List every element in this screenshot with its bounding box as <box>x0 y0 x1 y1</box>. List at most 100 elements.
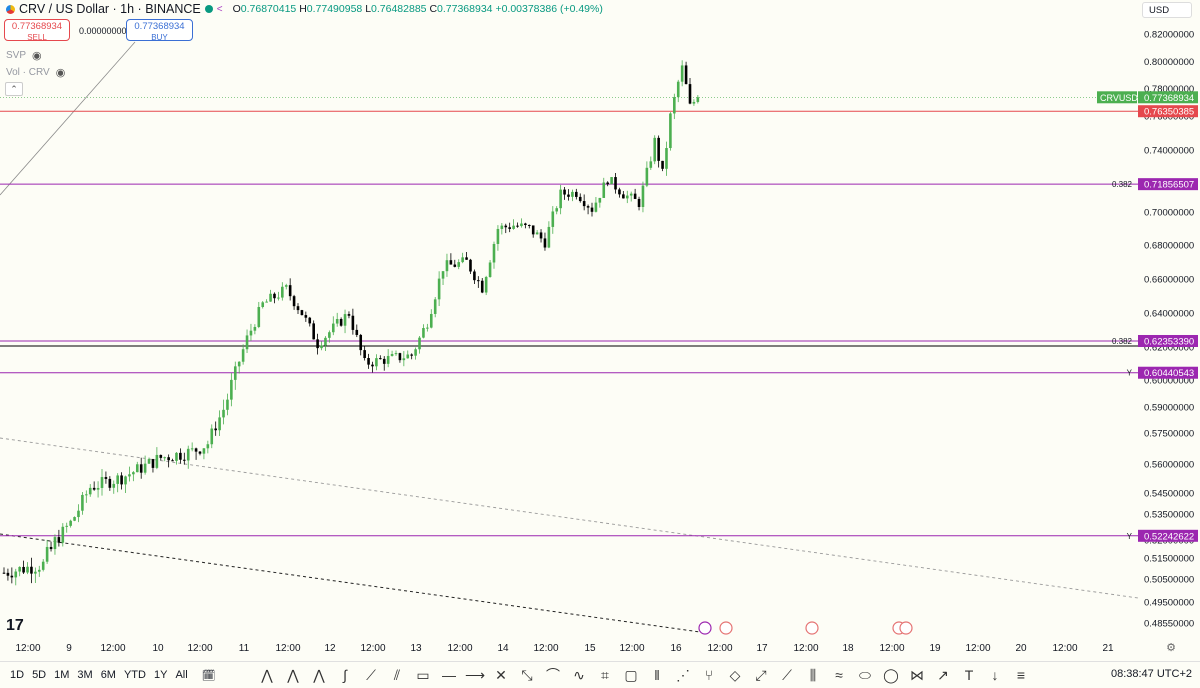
x-tick-label: 16 <box>670 643 682 654</box>
candle-body <box>602 182 606 198</box>
parallel-channel-icon[interactable]: ⫽ <box>393 666 401 683</box>
y-tick-label: 0.66000000 <box>1144 275 1194 286</box>
timeframe-1m[interactable]: 1M <box>54 669 70 681</box>
date-range-icon[interactable]: 🗓 <box>201 669 216 682</box>
y-tick-label: 0.51500000 <box>1144 554 1194 565</box>
candle-body <box>335 319 339 324</box>
buy-button[interactable]: 0.77368934 BUY <box>126 19 193 42</box>
candle-body <box>49 546 53 550</box>
candle-body <box>57 537 61 543</box>
brush-icon[interactable]: ⟋ <box>782 666 792 683</box>
triangle-tool-icon[interactable]: ⋈ <box>910 666 924 683</box>
candle-body <box>625 195 629 199</box>
currency-select[interactable]: USD <box>1142 2 1192 18</box>
pin-tool-icon[interactable]: ↓ <box>991 667 999 683</box>
level-tag: 0.382 <box>1112 337 1133 346</box>
timeframe-1d[interactable]: 1D <box>10 669 25 681</box>
candle-body <box>100 477 104 488</box>
candle-body <box>653 137 657 162</box>
sell-button[interactable]: 0.77368934 SELL <box>4 19 70 42</box>
eye-icon[interactable]: ◉ <box>55 67 66 79</box>
y-tick-label: 0.49500000 <box>1144 598 1194 609</box>
timeframe-3m[interactable]: 3M <box>77 669 93 681</box>
candle-body <box>402 358 406 361</box>
candle-body <box>155 454 159 468</box>
timeframe-6m[interactable]: 6M <box>100 669 116 681</box>
timeframe-ytd[interactable]: YTD <box>123 669 146 681</box>
share-icon[interactable]: < <box>216 3 223 15</box>
ray-tool-icon[interactable]: ⟶ <box>465 666 486 683</box>
candle-body <box>159 454 163 458</box>
candle-body <box>65 525 69 527</box>
arrow-tool-icon[interactable]: ↗ <box>937 666 949 683</box>
eraser-icon[interactable]: ◇ <box>729 666 741 683</box>
ohlc-values: O0.76870415 H0.77490958 L0.76482885 C0.7… <box>232 3 603 15</box>
y-tick-label: 0.80000000 <box>1144 57 1194 68</box>
horizontal-ray-icon[interactable]: — <box>442 667 456 683</box>
economic-event-icon <box>899 621 913 635</box>
eye-icon[interactable]: ◉ <box>32 50 42 62</box>
svp-indicator[interactable]: SVP ◉ <box>6 50 42 62</box>
utc-clock[interactable]: 08:38:47 UTC+2 <box>1110 668 1192 680</box>
symbol-title[interactable]: CRV / US Dollar · 1h · BINANCE <box>19 2 201 16</box>
candle-body <box>206 444 210 449</box>
y-tick-label: 0.54500000 <box>1144 489 1194 500</box>
candle-body <box>230 379 233 400</box>
dashed-trendline-lower <box>0 533 701 633</box>
trendline-drawing <box>0 41 136 196</box>
timeframe-all[interactable]: All <box>175 669 188 681</box>
timeframe-5d[interactable]: 5D <box>32 669 47 681</box>
projection-icon[interactable]: ⌗ <box>601 666 609 683</box>
candle-body <box>578 196 582 202</box>
bottom-toolbar: 1D 5D 1M 3M 6M YTD 1Y All 🗓 ⋀ ⋀ ⋀ ∫ ⟋ ⫽ ▭ — ⟶ ✕… <box>0 661 1200 688</box>
trendline-tool-icon[interactable]: ⟋ <box>366 666 376 683</box>
x-tick-label: 10 <box>152 643 164 654</box>
abcd-tool-icon[interactable]: ⋀ <box>287 666 299 683</box>
callout-icon[interactable]: ▭ <box>416 666 430 683</box>
x-tick-label: 15 <box>584 643 596 654</box>
polyline-icon[interactable]: ⤢ <box>755 666 767 683</box>
candle-body <box>120 475 123 485</box>
bars-pattern-icon[interactable]: ⫼ <box>809 666 817 683</box>
candle-body <box>661 160 664 169</box>
rectangle-tool-icon[interactable]: ▢ <box>624 666 638 683</box>
candle-body <box>382 358 386 364</box>
circle-tool-icon[interactable]: ⬭ <box>859 666 871 683</box>
pattern-tool-icon[interactable]: ⋀ <box>261 666 273 683</box>
elliott-wave-icon[interactable]: ∿ <box>573 666 585 683</box>
candle-body <box>22 566 25 573</box>
candle-body <box>167 457 170 461</box>
curve-tool-icon[interactable]: ∫ <box>343 667 347 683</box>
arc-tool-icon[interactable]: ⌒ <box>546 667 560 683</box>
y-tick-label: 0.50500000 <box>1144 575 1194 586</box>
long-position-icon[interactable]: ‖ <box>654 667 660 683</box>
gann-fan-icon[interactable]: ⋰ <box>676 666 690 683</box>
ghost-feed-icon[interactable]: ≈ <box>835 667 843 683</box>
candle-body <box>281 286 284 298</box>
collapse-indicators-button[interactable]: ⌃ <box>5 82 23 96</box>
info-line-icon[interactable]: ≡ <box>1016 667 1026 683</box>
volume-indicator[interactable]: Vol · CRV ◉ <box>6 67 66 79</box>
x-tick-label: 12:00 <box>187 643 212 654</box>
candle-body <box>14 571 18 578</box>
economic-event-icon <box>719 621 733 635</box>
candle-body <box>684 65 688 85</box>
candle-body <box>394 353 398 355</box>
candle-body <box>551 211 555 227</box>
candle-body <box>567 194 570 197</box>
candle-body <box>477 280 480 282</box>
timeframe-1y[interactable]: 1Y <box>153 669 168 681</box>
candle-body <box>151 459 155 468</box>
settings-gear-icon[interactable]: ⚙ <box>1166 642 1176 654</box>
text-tool-icon[interactable]: T <box>964 667 974 683</box>
path-tool-icon[interactable]: ⤡ <box>521 666 533 683</box>
fib-tool-icon[interactable]: ✕ <box>495 666 507 683</box>
candle-body <box>504 225 508 228</box>
xabcd-tool-icon[interactable]: ⋀ <box>313 666 325 683</box>
pitchfork-icon[interactable]: ⑂ <box>704 667 714 683</box>
candle-body <box>676 81 680 98</box>
ellipse-tool-icon[interactable]: ◯ <box>883 666 899 683</box>
candle-body <box>292 296 296 307</box>
candle-body <box>516 225 519 227</box>
